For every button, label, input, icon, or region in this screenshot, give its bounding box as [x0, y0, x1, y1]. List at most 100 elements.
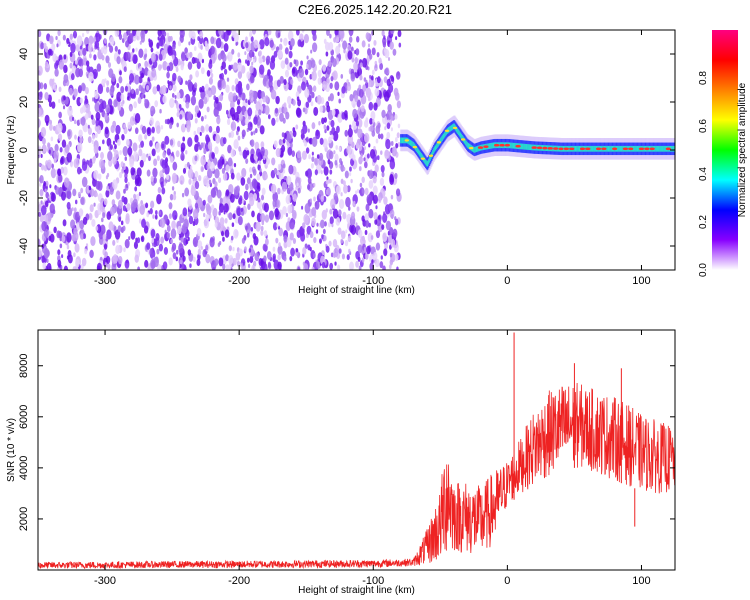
noise-dot	[172, 210, 178, 221]
noise-dot	[132, 48, 135, 53]
noise-dot	[187, 61, 193, 70]
noise-dot	[325, 179, 329, 185]
noise-dot	[209, 237, 215, 248]
noise-dot	[311, 136, 318, 147]
noise-dot	[311, 91, 315, 99]
noise-dot	[112, 140, 116, 145]
noise-dot	[194, 105, 200, 114]
noise-dot	[245, 36, 248, 42]
noise-dot	[91, 139, 94, 145]
signal-core	[654, 145, 656, 152]
noise-dot	[189, 74, 193, 81]
noise-dot	[90, 188, 95, 197]
noise-dot	[169, 139, 174, 146]
noise-dot	[214, 146, 219, 155]
noise-dot	[222, 53, 227, 63]
noise-dot	[171, 54, 175, 60]
colorbar-tick-label: 0.4	[698, 167, 709, 181]
noise-dot	[161, 84, 167, 95]
noise-dot	[170, 238, 174, 245]
noise-dot	[233, 62, 238, 71]
noise-dot	[155, 233, 160, 241]
noise-dot	[372, 175, 377, 184]
noise-dot	[241, 211, 244, 216]
noise-dot	[52, 84, 57, 91]
x-axis-label: Height of straight line (km)	[298, 585, 415, 596]
noise-dot	[121, 168, 125, 174]
noise-dot	[152, 167, 158, 178]
noise-dot	[346, 82, 352, 92]
noise-dot	[221, 61, 226, 70]
noise-dot	[98, 146, 101, 151]
noise-dot	[338, 199, 345, 210]
noise-dot	[134, 186, 138, 192]
signal-core	[592, 145, 594, 152]
signal-core	[617, 145, 619, 152]
noise-dot	[342, 211, 347, 220]
signal-core	[411, 140, 413, 147]
noise-dot	[347, 235, 352, 243]
noise-dot	[162, 95, 167, 104]
noise-dot	[156, 42, 160, 49]
x-axis-label: Height of straight line (km)	[298, 285, 415, 296]
noise-dot	[349, 166, 352, 172]
noise-dot	[224, 229, 230, 238]
noise-dot	[396, 132, 400, 139]
noise-dot	[210, 45, 215, 55]
y-tick-label: -20	[18, 190, 30, 206]
noise-dot	[180, 123, 186, 133]
noise-dot	[163, 246, 169, 255]
noise-dot	[210, 72, 214, 78]
noise-dot	[374, 64, 378, 72]
noise-dot	[398, 42, 402, 48]
noise-dot	[330, 252, 334, 258]
signal-core	[576, 145, 578, 152]
noise-dot	[368, 143, 371, 148]
noise-dot	[93, 202, 96, 207]
noise-dot	[322, 228, 326, 235]
signal-core	[657, 145, 660, 152]
noise-dot	[101, 217, 104, 223]
noise-dot	[330, 119, 335, 128]
noise-dot	[57, 249, 61, 256]
noise-dot	[310, 101, 314, 107]
signal-core	[578, 145, 581, 152]
noise-dot	[252, 193, 258, 201]
noise-dot	[214, 222, 218, 228]
noise-dot	[160, 181, 165, 188]
y-axis-label: Frequency (Hz)	[6, 116, 17, 185]
signal-core	[590, 145, 593, 152]
noise-dot	[197, 248, 202, 256]
noise-dot	[283, 37, 288, 47]
noise-dot	[228, 254, 234, 265]
noise-dot	[329, 33, 332, 39]
noise-dot	[166, 118, 170, 125]
snr-frame	[37, 329, 676, 571]
noise-dot	[355, 222, 358, 227]
noise-dot	[260, 194, 265, 201]
noise-dot	[321, 234, 324, 240]
signal-core	[425, 159, 428, 166]
noise-dot	[89, 249, 94, 259]
noise-dot	[245, 42, 249, 49]
noise-dot	[160, 124, 164, 130]
noise-dot	[312, 252, 316, 259]
noise-dot	[300, 132, 305, 140]
noise-dot	[373, 252, 378, 261]
signal-core	[655, 145, 658, 152]
noise-dot	[301, 222, 306, 229]
noise-dot	[370, 75, 374, 81]
noise-dot	[73, 158, 79, 169]
noise-dot	[239, 107, 242, 111]
noise-dot	[383, 47, 387, 54]
noise-dot	[88, 71, 94, 82]
noise-dot	[296, 229, 302, 238]
noise-dot	[219, 197, 224, 204]
y-tick-label: -40	[18, 238, 30, 254]
signal-core	[512, 142, 515, 149]
noise-dot	[395, 188, 401, 197]
noise-dot	[313, 196, 316, 202]
x-tick-label: -300	[94, 275, 116, 287]
noise-dot	[178, 243, 184, 254]
noise-dot	[59, 146, 63, 153]
